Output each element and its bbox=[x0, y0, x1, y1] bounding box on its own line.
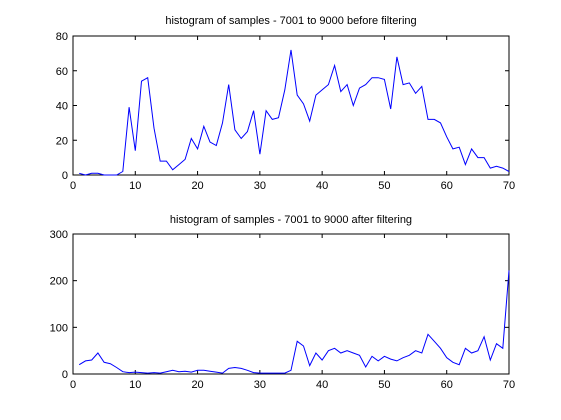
y-tick-label-bottom: 300 bbox=[50, 229, 68, 241]
x-tick-label-bottom: 40 bbox=[316, 379, 328, 391]
x-tick-label-bottom: 50 bbox=[378, 379, 390, 391]
axes-bottom: 0 10 20 30 40 50 60 70 0 100 200 300 bbox=[50, 229, 515, 391]
y-tick-label-top: 0 bbox=[62, 170, 68, 182]
chart-title-bottom: histogram of samples - 7001 to 9000 afte… bbox=[170, 214, 412, 226]
x-tick-label-bottom: 70 bbox=[503, 379, 515, 391]
x-tick-label-bottom: 20 bbox=[191, 379, 203, 391]
x-tick-label-bottom: 0 bbox=[70, 379, 76, 391]
x-tick-label-top: 70 bbox=[503, 180, 515, 192]
y-tick-label-top: 80 bbox=[56, 31, 68, 43]
plot-area-top bbox=[72, 35, 510, 176]
x-tick-label-top: 40 bbox=[316, 180, 328, 192]
axes-top: 0 10 20 30 40 50 60 70 0 20 40 60 80 bbox=[56, 31, 515, 192]
y-tick-label-top: 40 bbox=[56, 101, 68, 113]
x-tick-label-top: 50 bbox=[378, 180, 390, 192]
series-line-top bbox=[79, 49, 510, 176]
x-tick-label-top: 0 bbox=[70, 180, 76, 192]
x-tick-label-top: 30 bbox=[254, 180, 266, 192]
subplot-bottom: histogram of samples - 7001 to 9000 afte… bbox=[50, 214, 515, 391]
x-tick-label-top: 10 bbox=[129, 180, 141, 192]
y-tick-label-bottom: 100 bbox=[50, 322, 68, 334]
x-tick-label-top: 60 bbox=[441, 180, 453, 192]
y-tick-label-bottom: 200 bbox=[50, 276, 68, 288]
subplot-top: histogram of samples - 7001 to 9000 befo… bbox=[56, 15, 515, 192]
y-tick-label-top: 20 bbox=[56, 135, 68, 147]
plot-area-bottom bbox=[72, 233, 510, 375]
y-tick-label-top: 60 bbox=[56, 66, 68, 78]
y-tick-label-bottom: 0 bbox=[62, 369, 68, 381]
x-tick-label-top: 20 bbox=[191, 180, 203, 192]
chart-title-top: histogram of samples - 7001 to 9000 befo… bbox=[165, 15, 416, 27]
x-tick-label-bottom: 30 bbox=[254, 379, 266, 391]
x-tick-label-bottom: 60 bbox=[441, 379, 453, 391]
x-tick-label-bottom: 10 bbox=[129, 379, 141, 391]
series-line-bottom bbox=[78, 270, 510, 374]
